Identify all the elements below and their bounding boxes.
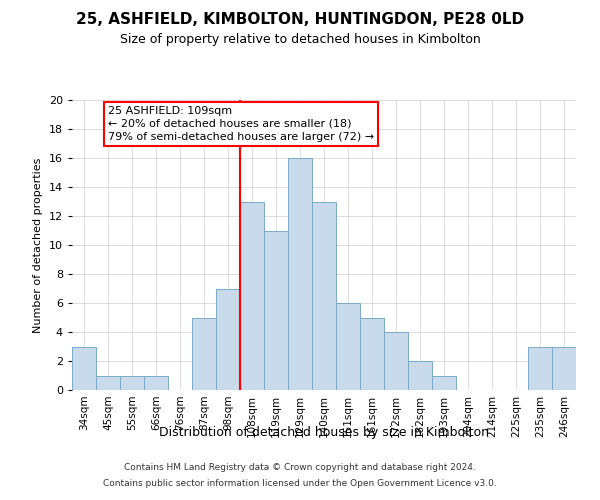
Bar	[72, 346, 96, 390]
Text: 25, ASHFIELD, KIMBOLTON, HUNTINGDON, PE28 0LD: 25, ASHFIELD, KIMBOLTON, HUNTINGDON, PE2…	[76, 12, 524, 28]
Bar	[96, 376, 120, 390]
Text: Contains public sector information licensed under the Open Government Licence v3: Contains public sector information licen…	[103, 478, 497, 488]
Bar	[528, 346, 552, 390]
Bar	[552, 346, 576, 390]
Bar	[360, 318, 384, 390]
Bar	[408, 361, 432, 390]
Bar	[336, 303, 360, 390]
Text: 25 ASHFIELD: 109sqm
← 20% of detached houses are smaller (18)
79% of semi-detach: 25 ASHFIELD: 109sqm ← 20% of detached ho…	[108, 106, 374, 142]
Bar	[312, 202, 336, 390]
Bar	[216, 288, 240, 390]
Bar	[144, 376, 168, 390]
Bar	[120, 376, 144, 390]
Text: Size of property relative to detached houses in Kimbolton: Size of property relative to detached ho…	[119, 32, 481, 46]
Bar	[192, 318, 216, 390]
Bar	[384, 332, 408, 390]
Bar	[264, 230, 288, 390]
Y-axis label: Number of detached properties: Number of detached properties	[33, 158, 43, 332]
Text: Contains HM Land Registry data © Crown copyright and database right 2024.: Contains HM Land Registry data © Crown c…	[124, 464, 476, 472]
Bar	[432, 376, 456, 390]
Text: Distribution of detached houses by size in Kimbolton: Distribution of detached houses by size …	[159, 426, 489, 439]
Bar	[288, 158, 312, 390]
Bar	[240, 202, 264, 390]
